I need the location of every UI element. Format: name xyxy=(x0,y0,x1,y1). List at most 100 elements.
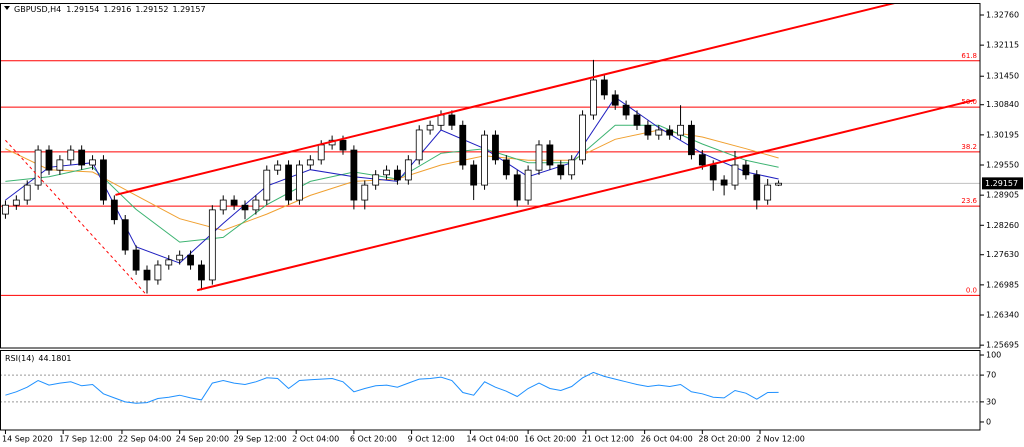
y-tick-label: 1.25695 xyxy=(986,341,1019,350)
rsi-line xyxy=(5,371,779,404)
rsi-tick-label: 0 xyxy=(986,417,991,426)
candle-body xyxy=(296,164,303,201)
rsi-tick-label: 30 xyxy=(986,397,996,406)
x-tick-label: 29 Sep 12:00 xyxy=(233,435,286,444)
rsi-header: RSI(14) 44.1801 xyxy=(5,354,72,363)
candle-body xyxy=(187,254,194,266)
close: 1.29157 xyxy=(172,5,205,14)
candle-body xyxy=(666,129,674,136)
candle-body xyxy=(720,179,728,186)
candle-body xyxy=(535,144,543,171)
candle-body xyxy=(622,104,630,116)
candle-body xyxy=(285,164,292,201)
fibo-label: 61.8 xyxy=(961,52,977,60)
candle-body xyxy=(252,199,260,211)
rsi-tick-label: 70 xyxy=(986,371,996,380)
fibo-label: 38.2 xyxy=(961,143,977,151)
trendline xyxy=(115,3,896,196)
y-tick-label: 1.31450 xyxy=(986,72,1019,81)
candle-body xyxy=(677,124,684,136)
candle-body xyxy=(23,184,31,201)
axes: 1.32760 1.32115 1.31450 1.30840 1.30195 1.295… xyxy=(2,11,1023,444)
candle-body xyxy=(67,149,75,161)
candle-body xyxy=(764,184,772,201)
main-plot: 0.023.638.250.061.8 xyxy=(0,3,980,296)
candle-body xyxy=(568,159,576,176)
x-tick-label: 17 Sep 12:00 xyxy=(59,435,112,444)
candle-body xyxy=(448,114,456,126)
candle-body xyxy=(415,129,423,161)
candle-body xyxy=(394,169,401,181)
x-tick-label: 21 Oct 12:00 xyxy=(582,435,634,444)
y-tick-label: 1.26985 xyxy=(986,280,1019,289)
y-tick-label: 1.26340 xyxy=(986,311,1019,320)
rsi-plot xyxy=(0,371,980,404)
menu-triangle[interactable] xyxy=(4,6,10,10)
y-tick-label: 1.28260 xyxy=(986,221,1019,230)
last-price-tag xyxy=(982,177,1023,190)
candle-body xyxy=(317,144,325,161)
candle-body xyxy=(12,199,20,206)
candle-body xyxy=(230,199,238,206)
candle-body xyxy=(492,134,499,161)
candle-body xyxy=(775,182,782,186)
last-price-label: 1.29157 xyxy=(985,179,1018,188)
candle-body xyxy=(2,204,9,215)
candle-body xyxy=(437,114,445,126)
candle-body xyxy=(404,159,412,181)
y-tick-label: 1.30195 xyxy=(986,130,1019,139)
high: 1.2916 xyxy=(103,5,131,14)
candle-body xyxy=(557,164,565,176)
candle-body xyxy=(426,124,434,131)
candle-body xyxy=(633,114,641,126)
candle-body xyxy=(339,139,347,151)
candle-body xyxy=(579,114,586,161)
y-tick-label: 1.32115 xyxy=(986,41,1019,50)
candle-body xyxy=(502,159,510,176)
candle-body xyxy=(470,164,478,186)
x-tick-label: 14 Sep 2020 xyxy=(2,435,53,444)
candle-body xyxy=(688,124,695,156)
x-tick-label: 26 Oct 04:00 xyxy=(641,435,693,444)
x-tick-label: 9 Oct 12:00 xyxy=(408,435,455,444)
x-tick-label: 6 Oct 20:00 xyxy=(350,435,397,444)
candle-body xyxy=(306,159,314,166)
x-tick-label: 2 Nov 12:00 xyxy=(756,435,805,444)
candle-body xyxy=(274,164,282,171)
y-tick-label: 1.32760 xyxy=(986,11,1019,20)
y-tick-label: 1.28905 xyxy=(986,191,1019,200)
candle-body xyxy=(731,164,739,186)
x-tick-label: 22 Sep 04:00 xyxy=(118,435,171,444)
candle-body xyxy=(34,149,42,186)
candle-body xyxy=(121,219,129,251)
trendline xyxy=(5,139,148,296)
candle-body xyxy=(513,174,521,201)
y-tick-label: 1.30840 xyxy=(986,100,1019,109)
candle-body xyxy=(198,264,205,281)
candle-body xyxy=(753,174,761,201)
low: 1.29152 xyxy=(135,5,168,14)
candle-body xyxy=(110,199,118,221)
candle-body xyxy=(698,154,706,166)
candle-body xyxy=(383,169,390,176)
x-tick-label: 16 Oct 20:00 xyxy=(524,435,576,444)
trendline xyxy=(196,99,975,292)
candle-body xyxy=(100,159,107,201)
fibo-label: 23.6 xyxy=(961,197,977,205)
candle-body xyxy=(208,209,216,281)
candle-body xyxy=(56,159,64,171)
rsi-name: RSI(14) xyxy=(5,354,34,363)
candle-body xyxy=(89,159,96,166)
candle-body xyxy=(263,169,271,201)
x-tick-label: 24 Sep 20:00 xyxy=(176,435,229,444)
candle-body xyxy=(361,184,369,201)
fibo-label: 0.0 xyxy=(966,286,977,294)
x-tick-label: 28 Oct 20:00 xyxy=(698,435,750,444)
candle-body xyxy=(600,79,608,96)
candle-body xyxy=(590,79,597,116)
candle-body xyxy=(176,254,184,261)
candle-body xyxy=(644,124,652,136)
rsi-last: 44.1801 xyxy=(38,354,71,363)
